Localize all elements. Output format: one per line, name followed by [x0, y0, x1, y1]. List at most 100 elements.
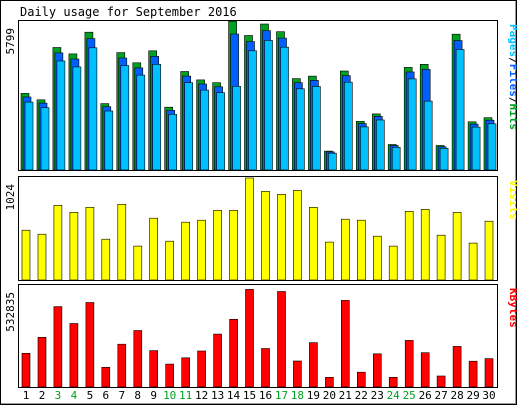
pages-bar [104, 110, 114, 171]
x-tick-label: 22 [355, 389, 368, 402]
kbytes-bar [261, 348, 270, 388]
x-tick-label: 24 [387, 389, 401, 402]
x-tick-label: 17 [275, 389, 288, 402]
kbytes-bar [21, 352, 31, 388]
pages-bar [56, 60, 66, 171]
chart-panels: 5799Pages/Files/Hits1024Visits532835KByt… [4, 20, 517, 388]
kbytes-bar [325, 376, 334, 388]
visits-bar [165, 240, 174, 281]
pages-bar [168, 114, 177, 171]
kbytes-bar [277, 291, 286, 388]
legend-entry: Hits [507, 104, 517, 131]
x-tick-label: 5 [87, 389, 94, 402]
kbytes-bar [69, 323, 79, 388]
pages-bar [312, 86, 321, 171]
visits-bar [37, 233, 47, 281]
pages-bar [487, 123, 497, 171]
pages-bar [184, 82, 193, 171]
visits-bar [101, 238, 111, 281]
legend-label: Visits [507, 180, 517, 220]
visits-bar [404, 211, 414, 281]
x-tick-label: 4 [71, 389, 78, 402]
y-max-label: 532835 [4, 292, 17, 332]
chart-title: Daily usage for September 2016 [20, 5, 237, 19]
pages-bar [359, 126, 369, 171]
pages-bar [200, 89, 209, 171]
visits-bar [245, 177, 254, 281]
kbytes-bar [213, 333, 222, 388]
kbytes-bar [404, 340, 414, 388]
series-kbytes [21, 289, 494, 388]
x-tick-label: 13 [211, 389, 224, 402]
x-tick-label: 28 [450, 389, 463, 402]
kbytes-bar [388, 376, 398, 388]
pages-bar [88, 47, 98, 171]
x-tick-label: 18 [291, 389, 304, 402]
kbytes-bar [101, 366, 111, 388]
legend-entry: Visits [507, 180, 517, 220]
x-tick-label: 12 [195, 389, 208, 402]
x-tick-label: 14 [227, 389, 241, 402]
visits-bar [85, 207, 95, 281]
series-pages [24, 40, 497, 171]
pages-bar [152, 64, 161, 171]
legend-label: Pages/Files/Hits [507, 24, 517, 130]
x-tick-label: 20 [323, 389, 336, 402]
visits-bar [197, 219, 206, 281]
kbytes-bar [420, 352, 430, 388]
x-tick-label: 15 [243, 389, 256, 402]
panel-border [18, 176, 498, 281]
x-tick-label: 29 [466, 389, 479, 402]
x-axis-labels: 1 2 3 4 5 6 7 8 9 10 11 12 13 14 15 16 17 18 19 20 21 22 23 24 2… [23, 389, 496, 402]
pages-bar [455, 49, 465, 171]
y-max-label: 5799 [4, 28, 17, 55]
kbytes-bar [372, 353, 382, 388]
pages-bar [24, 101, 34, 171]
x-tick-label: 21 [339, 389, 352, 402]
x-tick-label: 3 [55, 389, 62, 402]
kbytes-bar [37, 336, 47, 388]
x-tick-label: 8 [134, 389, 141, 402]
pages-bar [216, 92, 225, 171]
kbytes-bar [117, 343, 127, 388]
x-tick-label: 6 [102, 389, 109, 402]
legend-entry: Files [507, 64, 517, 97]
x-tick-label: 10 [163, 389, 176, 402]
panel-border [18, 20, 498, 171]
kbytes-bar [340, 300, 350, 388]
series-visits [21, 177, 494, 281]
visits-bar [325, 241, 334, 281]
legend-entry: / [507, 57, 517, 64]
visits-bar [340, 218, 350, 281]
pages-bar [343, 81, 353, 171]
visits-bar [149, 217, 158, 281]
visits-bar [484, 220, 494, 281]
kbytes-bar [85, 302, 95, 388]
kbytes-bar [436, 375, 446, 388]
pages-bar [72, 66, 82, 171]
pages-bar [407, 78, 417, 171]
kbytes-bar [468, 360, 478, 388]
y-max-label: 1024 [4, 184, 17, 211]
kbytes-bar [149, 350, 158, 388]
pages-bar [439, 148, 449, 171]
pages-bar [40, 107, 50, 171]
visits-bar [356, 219, 366, 281]
legend-entry: Pages [507, 24, 517, 57]
legend-entry: KBytes [507, 288, 517, 328]
visits-bar [181, 221, 190, 281]
kbytes-bar [452, 346, 462, 388]
pages-bar [391, 147, 401, 171]
kbytes-bar [229, 318, 238, 388]
pages-bar [232, 86, 241, 171]
visits-bar [133, 245, 143, 281]
kbytes-bar [484, 358, 494, 388]
visits-bar [117, 204, 127, 281]
legend-entry: / [507, 97, 517, 104]
kbytes-bar [309, 342, 318, 388]
x-tick-label: 19 [307, 389, 320, 402]
visits-bar [69, 212, 79, 281]
visits-bar [229, 210, 238, 281]
visits-bar [420, 209, 430, 281]
